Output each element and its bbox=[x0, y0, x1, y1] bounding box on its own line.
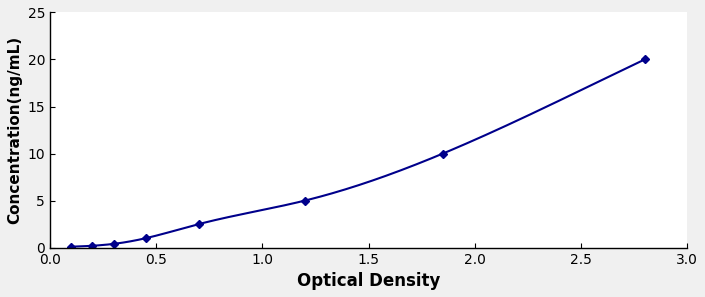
X-axis label: Optical Density: Optical Density bbox=[297, 272, 440, 290]
Y-axis label: Concentration(ng/mL): Concentration(ng/mL) bbox=[7, 36, 22, 224]
